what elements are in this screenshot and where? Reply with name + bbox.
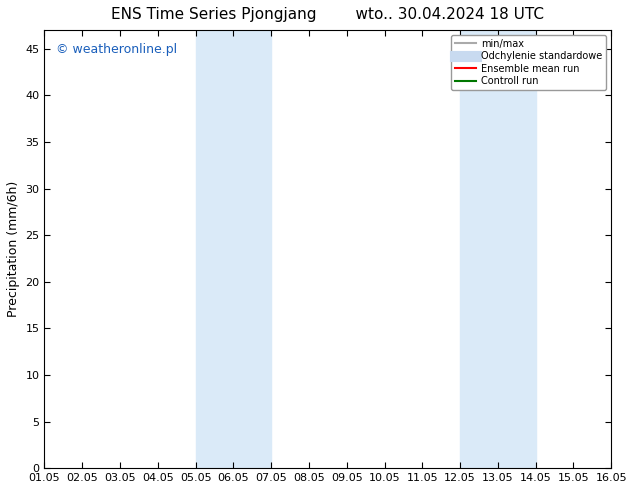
Bar — [460, 30, 536, 468]
Text: © weatheronline.pl: © weatheronline.pl — [56, 43, 177, 56]
Y-axis label: Precipitation (mm/6h): Precipitation (mm/6h) — [7, 181, 20, 317]
Title: ENS Time Series Pjongjang        wto.. 30.04.2024 18 UTC: ENS Time Series Pjongjang wto.. 30.04.20… — [112, 7, 545, 22]
Legend: min/max, Odchylenie standardowe, Ensemble mean run, Controll run: min/max, Odchylenie standardowe, Ensembl… — [451, 35, 606, 90]
Bar — [196, 30, 271, 468]
